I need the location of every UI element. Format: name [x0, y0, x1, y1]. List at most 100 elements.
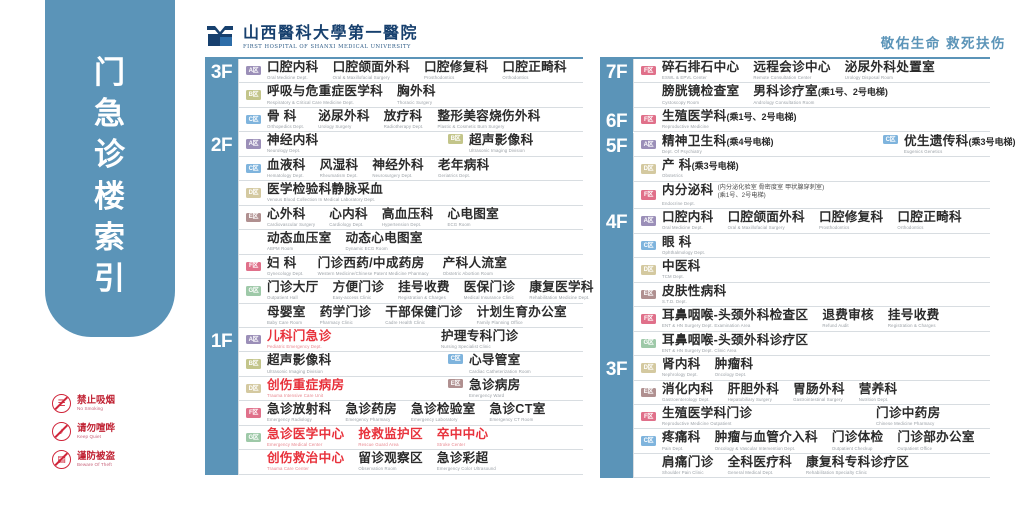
department-name-en: ENT & HN Surgery Dept. Examination Area [662, 323, 751, 329]
directory-row: D区 中医科 TCM Dept. [633, 258, 990, 283]
floor-rows: F区 碎石排石中心 ESWL & EPVL Center 远程会诊中心 Remote C… [633, 59, 990, 108]
department-name-cn: 皮肤性病科 [662, 283, 727, 298]
department-name-en: Thoracic Surgery [397, 99, 433, 105]
directory-row: E区 消化内科 Gastroenterology Dept. 肝胆外科 Hepatobi… [633, 380, 990, 406]
department-entry: 肾内科 Nephrology Dept. [662, 358, 701, 378]
department-name-en: ENT & HN Surgery Dept. Clinic Area [662, 347, 737, 353]
department-list: 心外科 Cardiovascular Surgery 心内科 Cardiology D… [267, 206, 583, 227]
zone-badge-b: B区 [246, 359, 261, 369]
department-name-cn: 耳鼻咽喉-头颈外科诊疗区 [662, 332, 809, 347]
department-name-cn: 口腔修复科 [423, 60, 489, 74]
department-name-cn: 膀胱镜检查室 [662, 84, 740, 99]
zone-badge-a: A区 [641, 216, 656, 226]
department-name-cn: 超声影像科 [469, 133, 534, 148]
department-list: 生殖医学科(乘1号、2号电梯) Reproductive Medicine [662, 109, 990, 129]
zone-badge-c: C区 [246, 114, 261, 125]
zone-badge-e: E区 [641, 387, 656, 398]
notice-label-cn: 请勿喧哗 [77, 422, 116, 434]
department-name-en: Plastic & Cosmetic Burn Surgery [437, 124, 505, 129]
department-entry: 泌尿外科处置室 Urology Disposal Room [845, 60, 935, 80]
floor-group: 6F F区 生殖医学科(乘1号、2号电梯) Reproductive Medicine [600, 107, 990, 133]
zone-badge-a: A区 [246, 65, 261, 76]
department-entry: 急诊药房 Emergency Pharmacy [345, 402, 398, 423]
department-name-en: Orthodontics [502, 75, 529, 81]
department-list: 肾内科 Nephrology Dept. 肿瘤科 Oncology Dept. [662, 358, 990, 378]
directory-row: F区 急诊放射科 Emergency Radiology 急诊药房 Emergency … [238, 401, 583, 426]
floor-rows: D区 肾内科 Nephrology Dept. 肿瘤科 Oncology Dept. E区… [633, 356, 990, 479]
department-list: 疼痛科 Pain Dept. 肿瘤与血管介入科 Oncology & Vascular… [662, 430, 990, 451]
department-entry: 卒中中心 Stroke Center [437, 427, 489, 447]
department-name-cn: 心电图室 [447, 206, 500, 221]
department-entry: 远程会诊中心 Remote Consultation Center [753, 60, 830, 80]
department-name-cn: 心内科 [329, 206, 368, 221]
department-entry: 放疗科 Radiotherapy Dept. [384, 109, 424, 129]
department-name-cn: 骨 科 [267, 108, 297, 123]
zone-badge-c: C区 [448, 354, 463, 364]
department-name-en: Outpatient Hall [267, 295, 298, 301]
department-entry: 优生遗传科(乘3号电梯) Eugenics Genetics [904, 134, 1015, 154]
zone-badge-c: C区 [246, 163, 261, 174]
department-list: 消化内科 Gastroenterology Dept. 肝胆外科 Hepatobili… [662, 382, 990, 402]
department-entry: 急诊CT室 Emergency CT Room [490, 403, 546, 423]
department-name-en: Obstetric Abortion Room [442, 270, 493, 276]
department-entry: 整形美容烧伤外科 Plastic & Cosmetic Burn Surgery [437, 109, 541, 129]
floor-number: 3F [205, 59, 238, 133]
department-name-en: Venous Blood Collection In Medical Labor… [267, 197, 376, 203]
department-name-cn: 心导管室 [469, 353, 521, 368]
hospital-name-cn: 山西醫科大學第一醫院 [243, 23, 419, 42]
department-entry: 耳鼻咽喉-头颈外科诊疗区 ENT & HN Surgery Dept. Clini… [662, 332, 809, 353]
department-name-cn: 急诊药房 [345, 402, 398, 417]
floor-group: 2F A区 神经内科 Neurology Dept. B区 超声影像科 Ultrasonic… [205, 132, 593, 328]
department-entry: 医保门诊 Medical Insurance Clinic [464, 280, 516, 300]
department-name-en: Gastrointestinal Surgery [793, 396, 843, 402]
department-sub-note: (乘1号、2号电梯) [717, 192, 766, 200]
department-name-cn: 计划生育办公室 [476, 304, 567, 319]
department-list: 口腔内科 Oral Medicine Dept. 口腔颌面外科 Oral & Maxi… [267, 60, 583, 81]
directory-row: E区 心外科 Cardiovascular Surgery 心内科 Cardiology… [238, 205, 583, 231]
department-entry: 心电图室 ECG Room [447, 206, 500, 227]
department-elevator-note: (乘4号电梯) [726, 136, 774, 147]
department-elevator-note: (乘1号、2号电梯) [817, 87, 888, 98]
directory-row: D区 医学检验科静脉采血 Venous Blood Collection In Me… [238, 181, 583, 206]
department-name-cn: 神经外科 [372, 157, 424, 172]
department-entry: 中医科 TCM Dept. [662, 260, 701, 280]
department-elevator-note: (乘1号、2号电梯) [726, 111, 797, 122]
department-name-en: Rheumatism Dept. [319, 172, 358, 178]
hospital-logo-icon [205, 22, 235, 50]
department-entry: 急诊医学中心 Emergency Medical Center [267, 427, 344, 447]
zone-badge-g: G区 [246, 432, 261, 443]
department-entry: 泌尿外科 Urology Surgery [318, 109, 370, 129]
department-name-cn: 肿瘤与血管介入科 [714, 430, 818, 445]
zone-badge-e: E区 [246, 212, 261, 223]
zone-badge-f: F区 [246, 408, 261, 418]
department-name-en: Hepatobiliary Surgery [727, 396, 773, 402]
header-divider [205, 57, 583, 59]
department-list: 血液科 Hematology Dept. 风湿科 Rheumatism Dept. 神经… [267, 157, 583, 178]
department-entry: 精神卫生科(乘4号电梯) Dept. Of Psychiatry [662, 133, 862, 154]
department-name-cn: 医学检验科静脉采血 [267, 182, 384, 197]
department-name-en: Refund Audit [822, 323, 849, 329]
department-entry: 创伤救治中心 Trauma Care Center [267, 452, 344, 472]
department-name-cn: 神经内科 [267, 133, 319, 148]
department-entry: 肿瘤科 Oncology Dept. [714, 358, 754, 378]
floor-number: 4F [600, 209, 633, 357]
department-name-cn: 妇 科 [267, 255, 297, 270]
floor-directory-left: 3F A区 口腔内科 Oral Medicine Dept. 口腔颌面外科 Oral & … [205, 57, 593, 475]
department-name-en: Oncology Dept. [714, 372, 747, 378]
department-name-cn: 护理专科门诊 [441, 328, 519, 343]
department-name-en: Rehabilitation Medicine Dept. [529, 295, 590, 301]
department-name-cn: 精神卫生科(乘4号电梯) [662, 133, 774, 148]
directory-row: F区 生殖医学科(乘1号、2号电梯) Reproductive Medicine [633, 107, 990, 133]
department-name-en: Outpatient Office [897, 445, 933, 451]
department-entry: 护理专科门诊 Nursing Specialist Clinic [441, 328, 519, 349]
floor-number: 6F [600, 107, 633, 133]
hospital-logo: 山西醫科大學第一醫院 FIRST HOSPITAL OF SHANXI MEDI… [205, 22, 418, 50]
department-name-cn: 挂号收费 [887, 308, 940, 323]
zone-badge-d: D区 [641, 363, 656, 373]
department-name-cn: 康复科专科诊疗区 [806, 454, 910, 469]
floor-rows: F区 生殖医学科(乘1号、2号电梯) Reproductive Medicine [633, 107, 990, 133]
department-sub-note: (内分泌化验室 骨密度室 甲状腺穿刺室) [717, 183, 825, 191]
